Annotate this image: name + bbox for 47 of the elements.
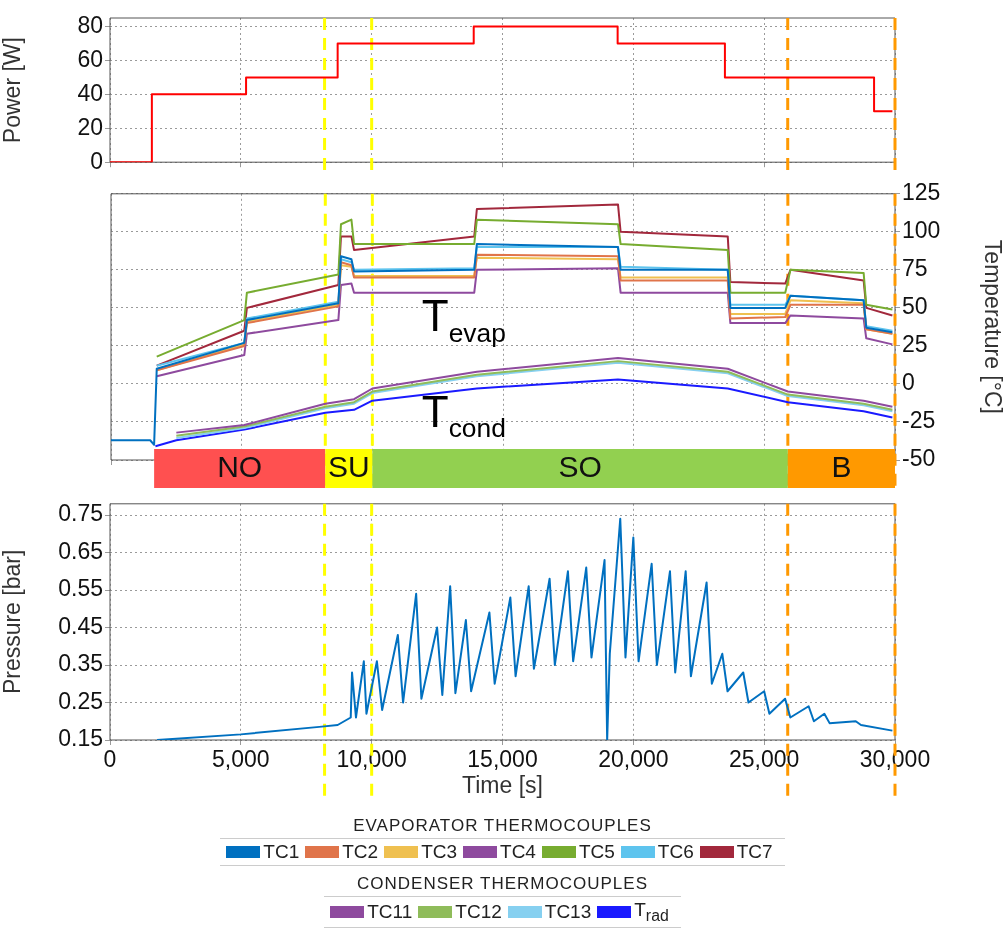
y-tick-label: 0 <box>90 147 103 174</box>
legend-label: TC2 <box>342 841 379 863</box>
y2-tick-label: 125 <box>902 179 941 206</box>
legend-label: TC5 <box>578 841 615 863</box>
y-tick-label: 0.65 <box>58 537 103 564</box>
x-tick-label: 20,000 <box>598 746 669 773</box>
band-label: B <box>831 449 852 483</box>
y-tick-label: 0.55 <box>58 575 103 602</box>
legend-label: TC12 <box>455 900 502 923</box>
legend-label: T$_{rad}$ <box>634 899 669 925</box>
y-axis-title: Pressure [bar] <box>0 549 26 695</box>
y2-tick-label: -25 <box>902 407 936 434</box>
y2-tick-label: 100 <box>902 217 941 244</box>
legend-label: TC11 <box>367 900 413 923</box>
legend-label: TC7 <box>736 841 773 863</box>
legend-title: EVAPORATOR THERMOCOUPLES <box>353 816 652 836</box>
legend-label: TC6 <box>657 841 694 863</box>
legend-label: TC1 <box>263 841 300 863</box>
y-tick-label: 0.25 <box>58 687 103 714</box>
text: CONDENSER THERMOCOUPLES <box>357 874 648 894</box>
y-tick-label: 0.45 <box>58 612 103 639</box>
y-axis-title: Power [W] <box>0 37 26 144</box>
y2-tick-label: -50 <box>902 445 936 472</box>
y2-tick-label: 75 <box>902 255 928 282</box>
y-tick-label: 0.75 <box>58 500 103 527</box>
legend-label: TC13 <box>544 900 592 923</box>
x-tick-label: 25,000 <box>728 746 800 773</box>
band-label: NO <box>217 449 263 483</box>
y2-tick-label: 25 <box>902 331 928 358</box>
y-tick-label: 0.15 <box>58 725 103 752</box>
y-tick-label: 60 <box>77 45 103 72</box>
x-axis-title: Time [s] <box>462 771 543 798</box>
y-tick-label: 0.35 <box>58 650 103 677</box>
y2-tick-label: 0 <box>902 369 915 396</box>
legend-label: TC4 <box>500 841 536 863</box>
y-tick-label: 80 <box>77 11 103 38</box>
y-tick-label: 40 <box>77 79 103 106</box>
y-tick-label: 20 <box>77 113 103 140</box>
x-tick-label: 15,000 <box>467 746 538 773</box>
legend-label: TC3 <box>421 841 458 863</box>
x-tick-label: 30,000 <box>859 746 931 773</box>
x-tick-label: 5,000 <box>212 746 270 773</box>
band-label: SU <box>327 449 370 483</box>
band-label: SO <box>558 449 602 483</box>
y2-tick-label: 50 <box>902 293 928 320</box>
y2-axis-title: Temperature [°C] <box>979 239 1005 414</box>
x-tick-label: 10,000 <box>336 746 407 773</box>
